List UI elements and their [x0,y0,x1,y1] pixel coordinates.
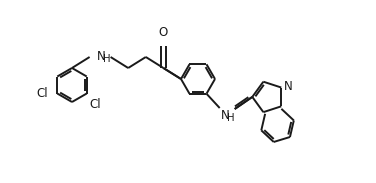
Text: O: O [159,26,168,39]
Text: Cl: Cl [90,98,102,111]
Text: N: N [221,109,229,122]
Text: H: H [103,55,111,64]
Text: N: N [97,51,105,64]
Text: H: H [227,113,234,123]
Text: Cl: Cl [36,87,48,100]
Text: N: N [284,80,293,93]
